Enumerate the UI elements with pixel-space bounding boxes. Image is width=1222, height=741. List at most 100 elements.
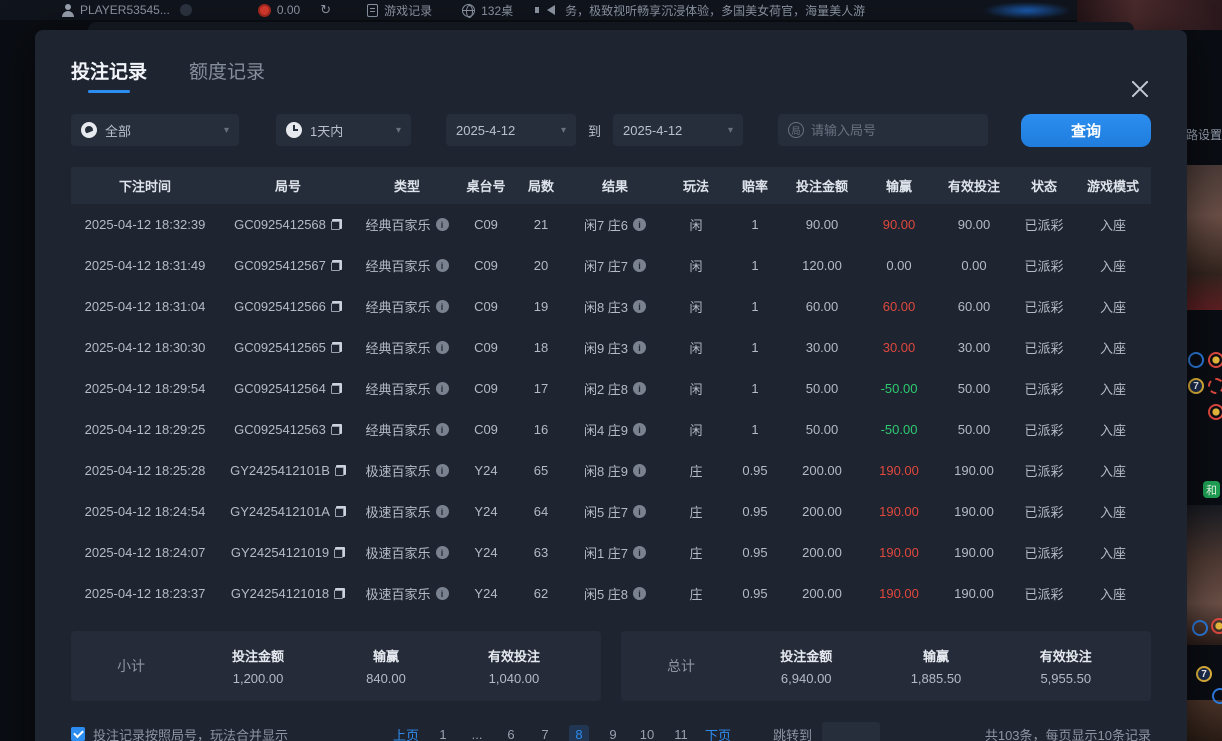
info-icon[interactable]: i [633,464,647,477]
info-icon[interactable]: i [633,382,647,395]
round-search-box: 局 [778,114,989,146]
info-icon[interactable]: i [435,423,449,436]
cell-play-type: 庄 [689,546,703,561]
copy-icon[interactable] [330,342,342,353]
copy-icon[interactable] [334,588,346,599]
modal-tabs: 投注记录 额度记录 [71,30,1151,93]
cell-table-number: C09 [474,217,498,232]
table-header-cell: 状态 [1030,179,1057,194]
dealer-video-thumbnail[interactable] [1187,700,1222,741]
cell-game-mode: 入座 [1099,259,1126,274]
copy-icon[interactable] [330,219,342,230]
cell-bet-time: 2025-04-12 18:29:54 [84,381,206,396]
info-icon[interactable]: i [435,259,449,272]
info-icon[interactable]: i [435,464,449,477]
info-icon[interactable]: i [633,259,647,272]
info-icon[interactable]: i [633,546,647,559]
info-icon[interactable]: i [435,341,449,354]
info-icon[interactable]: i [435,218,449,231]
copy-icon[interactable] [330,260,342,271]
round-number-text: GC0925412566 [234,299,326,314]
info-icon[interactable]: i [435,505,449,518]
page-item[interactable]: 7 [541,726,549,741]
table-header-cell: 输赢 [885,179,912,194]
info-icon[interactable]: i [435,382,449,395]
summary-group: 输赢 840.00 [366,646,406,686]
dealer-video-thumbnail[interactable] [1187,165,1222,310]
chip-icon [81,122,97,138]
road-bead-red [1208,352,1222,368]
info-icon[interactable]: i [633,218,647,231]
copy-icon[interactable] [330,424,342,435]
cell-odds: 1 [751,258,759,273]
cell-game-number: 62 [533,586,549,601]
copy-icon[interactable] [330,383,342,394]
merge-note: 投注记录按照局号，玩法合并显示 [93,727,289,741]
summary-group-value: 1,040.00 [488,671,540,686]
page-item[interactable]: 9 [609,726,617,741]
tab-item[interactable]: 投注记录 [71,57,147,93]
table-header-cell: 投注金额 [795,179,848,194]
coin-icon [257,3,271,17]
table-body: 2025-04-12 18:32:39 GC0925412568 经典百家乐 i… [71,204,1151,614]
copy-icon[interactable] [334,465,346,476]
table-row: 2025-04-12 18:24:54 GY2425412101A 极速百家乐 … [71,491,1151,532]
info-icon[interactable]: i [435,300,449,313]
date-from-select[interactable]: 2025-4-12 ▾ [446,114,576,146]
jump-page-input[interactable] [822,722,881,741]
page-item[interactable]: 6 [507,726,515,741]
refresh-icon[interactable]: ↻ [320,2,332,17]
page-item[interactable]: 8 [569,724,590,741]
copy-icon[interactable] [334,547,346,558]
summary-group-label: 有效投注 [1039,649,1092,664]
round-search-input[interactable] [811,122,979,138]
page-item[interactable]: ... [471,726,483,741]
chevron-down-icon: ▾ [560,124,566,136]
balance-amount: 0.00 [276,3,301,17]
result-text: 闲9 庄3 [583,341,629,356]
visibility-icon[interactable] [179,4,192,16]
result-text: 闲8 庄9 [583,464,629,479]
date-to-select[interactable]: 2025-4-12 ▾ [613,114,744,146]
username[interactable]: PLAYER53545... [80,3,170,17]
copy-icon[interactable] [330,301,342,312]
page-item[interactable]: 1 [439,726,447,741]
cell-bet-amount: 200.00 [802,463,842,478]
game-type-text: 经典百家乐 [365,382,431,397]
close-icon[interactable] [1129,78,1151,100]
copy-icon[interactable] [334,506,346,517]
info-icon[interactable]: i [633,587,647,600]
merge-checkbox[interactable] [71,727,85,741]
cell-play-type: 闲 [689,259,703,274]
cell-play-type: 庄 [689,464,703,479]
round-number-text: GC0925412564 [234,381,326,396]
cell-game-mode: 入座 [1099,505,1126,520]
type-filter-select[interactable]: 全部 ▾ [71,114,239,146]
time-filter-select[interactable]: 1天内 ▾ [276,114,411,146]
info-icon[interactable]: i [633,341,647,354]
summary-group-value: 840.00 [366,671,406,686]
page-item[interactable]: 10 [639,726,655,741]
info-icon[interactable]: i [633,505,647,518]
page-item[interactable]: 上页 [393,727,420,741]
table-header-cell: 桌台号 [466,179,506,194]
table-header-cell: 类型 [393,179,420,194]
brand-logo-glow [982,2,1072,19]
query-button[interactable]: 查询 [1021,113,1151,147]
cell-game-type: 经典百家乐 i [357,297,457,316]
game-records-link[interactable]: 游戏记录 [384,3,433,18]
cell-game-number: 16 [533,422,549,437]
tables-count[interactable]: 132桌 [481,3,514,18]
info-icon[interactable]: i [633,423,647,436]
info-icon[interactable]: i [633,300,647,313]
tab-item[interactable]: 额度记录 [189,62,266,83]
info-icon[interactable]: i [435,587,449,600]
page-item[interactable]: 下页 [705,727,732,741]
cell-game-mode: 入座 [1099,382,1126,397]
page-item[interactable]: 11 [674,726,688,741]
cell-game-number: 63 [533,545,549,560]
info-icon[interactable]: i [435,546,449,559]
game-type-text: 经典百家乐 [365,259,431,274]
cell-odds: 0.95 [742,586,768,601]
cell-play-type: 闲 [689,300,703,315]
